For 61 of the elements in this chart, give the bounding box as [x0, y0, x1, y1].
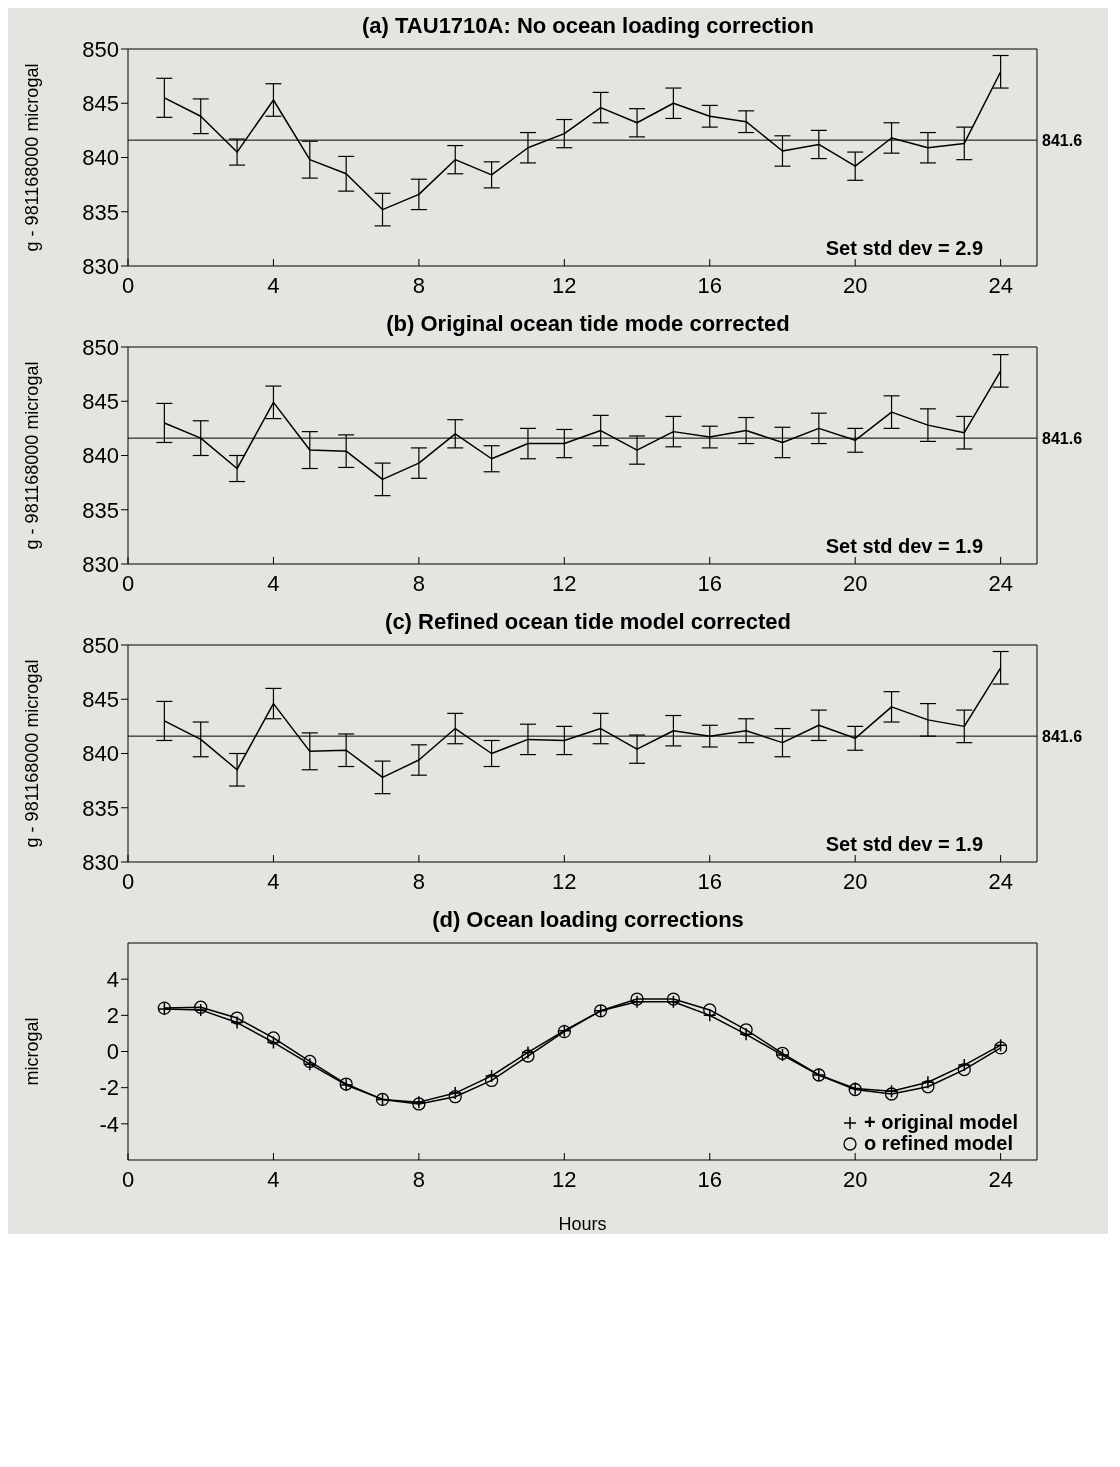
ref-line-label: 841.6 [1042, 429, 1083, 447]
y-tick-label: 835 [82, 199, 119, 225]
y-tick-label: 845 [82, 389, 119, 415]
y-tick-label: 2 [106, 1003, 119, 1029]
x-tick-label: 4 [267, 570, 280, 596]
x-tick-label: 8 [412, 272, 426, 298]
x-tick-label: 24 [988, 1166, 1013, 1192]
chart-title: (d) Ocean loading corrections [431, 906, 745, 934]
ref-line-label: 841.6 [1042, 131, 1083, 149]
annotation: Set std dev = 1.9 [825, 535, 983, 558]
y-axis-title: g - 981168000 microgal [22, 361, 43, 550]
y-tick-label: 835 [82, 497, 119, 523]
x-tick-label: 12 [552, 868, 577, 894]
x-tick-label: 8 [412, 1166, 426, 1192]
x-tick-label: 24 [988, 868, 1013, 894]
y-tick-label: 850 [82, 632, 119, 658]
x-tick-label: 4 [267, 272, 280, 298]
y-tick-label: 835 [82, 795, 119, 821]
x-tick-label: 4 [267, 868, 280, 894]
x-tick-label: 16 [697, 570, 722, 596]
x-tick-label: 20 [842, 570, 868, 596]
ref-line-label: 841.6 [1042, 727, 1083, 745]
legend-label: o refined model [864, 1132, 1013, 1154]
y-tick-label: 850 [82, 334, 119, 360]
y-tick-label: 850 [82, 36, 119, 62]
annotation: Set std dev = 2.9 [825, 237, 983, 260]
annotation: Set std dev = 1.9 [825, 833, 983, 856]
x-tick-label: 20 [842, 868, 868, 894]
y-tick-label: 830 [82, 551, 119, 577]
chart-title: (b) Original ocean tide mode corrected [386, 311, 790, 336]
legend-label: + original model [864, 1111, 1018, 1133]
x-tick-label: 24 [988, 272, 1013, 298]
y-tick-label: 845 [82, 687, 119, 713]
y-tick-label: 840 [82, 443, 119, 469]
y-tick-label: 4 [106, 966, 119, 992]
x-axis-title: Hours [558, 1214, 607, 1234]
x-tick-label: 8 [412, 868, 426, 894]
y-tick-label: 830 [82, 253, 119, 279]
x-tick-label: 12 [552, 272, 577, 298]
x-tick-label: 12 [552, 1166, 577, 1192]
x-tick-label: 12 [552, 570, 577, 596]
y-tick-label: 845 [82, 91, 119, 117]
y-tick-label: 840 [82, 145, 119, 171]
y-tick-label: 840 [82, 741, 119, 767]
chart-title: (c) Refined ocean tide model corrected [385, 609, 791, 634]
y-axis-title: g - 981168000 microgal [22, 659, 43, 848]
y-axis-title: g - 981168000 microgal [22, 63, 43, 252]
x-tick-label: 16 [697, 868, 722, 894]
x-tick-label: 8 [412, 570, 426, 596]
x-tick-label: 16 [697, 272, 722, 298]
y-tick-label: 0 [106, 1039, 119, 1065]
x-tick-label: 4 [267, 1166, 280, 1192]
x-tick-label: 16 [697, 1166, 722, 1192]
x-tick-label: 24 [988, 570, 1013, 596]
y-tick-label: -2 [99, 1075, 119, 1101]
x-tick-label: 20 [842, 1166, 868, 1192]
x-tick-label: 20 [842, 272, 868, 298]
y-axis-title: microgal [22, 1017, 43, 1086]
y-tick-label: 830 [82, 849, 119, 875]
chart-title: (a) TAU1710A: No ocean loading correction [362, 13, 814, 38]
y-tick-label: -4 [99, 1111, 119, 1137]
